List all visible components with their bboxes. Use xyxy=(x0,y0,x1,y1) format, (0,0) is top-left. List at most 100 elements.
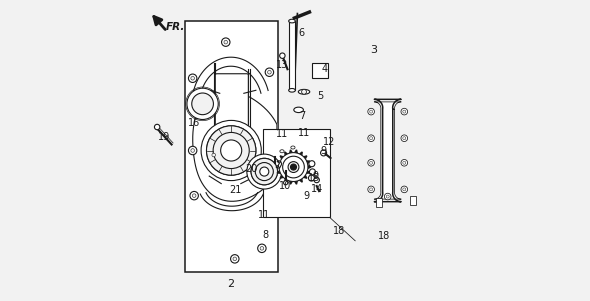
Circle shape xyxy=(192,93,214,115)
Circle shape xyxy=(368,160,375,166)
Circle shape xyxy=(401,186,408,193)
Bar xyxy=(312,63,328,78)
Text: 11: 11 xyxy=(298,128,310,138)
Ellipse shape xyxy=(291,146,295,149)
Text: 9: 9 xyxy=(321,145,327,156)
Circle shape xyxy=(280,53,285,58)
Polygon shape xyxy=(295,150,297,153)
Polygon shape xyxy=(276,166,279,168)
Circle shape xyxy=(369,188,373,191)
Circle shape xyxy=(401,135,408,141)
Text: 20: 20 xyxy=(245,163,258,174)
Circle shape xyxy=(403,137,406,140)
Circle shape xyxy=(320,150,327,156)
Text: 11: 11 xyxy=(276,129,288,139)
Circle shape xyxy=(268,70,271,74)
Polygon shape xyxy=(290,150,292,153)
Circle shape xyxy=(401,160,408,166)
Polygon shape xyxy=(278,161,282,169)
Bar xyxy=(410,196,417,205)
Polygon shape xyxy=(193,90,277,201)
Polygon shape xyxy=(307,161,310,163)
Bar xyxy=(376,198,382,207)
Polygon shape xyxy=(280,175,283,178)
Polygon shape xyxy=(295,181,297,184)
Circle shape xyxy=(368,108,375,115)
FancyBboxPatch shape xyxy=(215,74,248,134)
Polygon shape xyxy=(304,175,307,178)
Text: 2: 2 xyxy=(227,279,234,290)
Text: 7: 7 xyxy=(299,111,306,121)
Circle shape xyxy=(191,149,195,152)
Polygon shape xyxy=(308,166,311,168)
Circle shape xyxy=(260,167,269,176)
Circle shape xyxy=(385,193,391,200)
Circle shape xyxy=(403,110,406,113)
Circle shape xyxy=(279,153,308,182)
Circle shape xyxy=(201,120,261,181)
Circle shape xyxy=(309,169,316,175)
Circle shape xyxy=(187,88,218,119)
Text: 18: 18 xyxy=(333,226,346,236)
Circle shape xyxy=(314,177,319,183)
Circle shape xyxy=(255,163,273,181)
Circle shape xyxy=(309,175,314,181)
Circle shape xyxy=(301,89,306,94)
Bar xyxy=(185,21,278,272)
Polygon shape xyxy=(304,156,307,159)
Text: 4: 4 xyxy=(322,64,328,74)
Circle shape xyxy=(309,161,315,167)
Circle shape xyxy=(368,135,375,141)
Text: 12: 12 xyxy=(323,137,335,147)
Circle shape xyxy=(247,154,282,189)
Circle shape xyxy=(209,151,218,159)
Polygon shape xyxy=(374,99,401,202)
Circle shape xyxy=(155,124,160,130)
Bar xyxy=(289,21,295,90)
Polygon shape xyxy=(290,181,292,184)
Text: FR.: FR. xyxy=(166,22,185,32)
Text: 3: 3 xyxy=(370,45,377,55)
Circle shape xyxy=(284,181,288,185)
Circle shape xyxy=(251,158,277,185)
Circle shape xyxy=(190,191,198,200)
Circle shape xyxy=(403,188,406,191)
Circle shape xyxy=(260,247,264,250)
Polygon shape xyxy=(300,179,302,182)
Text: 16: 16 xyxy=(188,118,200,129)
Polygon shape xyxy=(280,156,283,159)
Text: 15: 15 xyxy=(308,172,320,183)
Circle shape xyxy=(221,140,242,161)
Text: 8: 8 xyxy=(263,230,268,240)
Polygon shape xyxy=(300,152,302,155)
Circle shape xyxy=(369,137,373,140)
Circle shape xyxy=(188,146,197,155)
Text: 19: 19 xyxy=(158,132,170,142)
Circle shape xyxy=(258,244,266,253)
Text: 11: 11 xyxy=(258,210,270,220)
Circle shape xyxy=(403,161,406,164)
Ellipse shape xyxy=(294,107,303,113)
Circle shape xyxy=(188,74,197,82)
Circle shape xyxy=(288,162,299,172)
Circle shape xyxy=(386,195,389,198)
Circle shape xyxy=(401,108,408,115)
Circle shape xyxy=(206,126,256,175)
Circle shape xyxy=(369,161,373,164)
Ellipse shape xyxy=(289,88,296,92)
Text: 6: 6 xyxy=(298,28,304,38)
Circle shape xyxy=(192,194,196,197)
Circle shape xyxy=(283,156,304,178)
Text: 21: 21 xyxy=(229,185,241,195)
Circle shape xyxy=(251,158,277,185)
Ellipse shape xyxy=(280,150,284,153)
Text: 18: 18 xyxy=(378,231,391,241)
Ellipse shape xyxy=(299,89,310,94)
Circle shape xyxy=(290,164,297,170)
Circle shape xyxy=(369,110,373,113)
Circle shape xyxy=(191,76,195,80)
Circle shape xyxy=(224,40,228,44)
Text: 5: 5 xyxy=(317,91,324,101)
Polygon shape xyxy=(285,179,287,182)
Text: 9: 9 xyxy=(312,171,318,181)
